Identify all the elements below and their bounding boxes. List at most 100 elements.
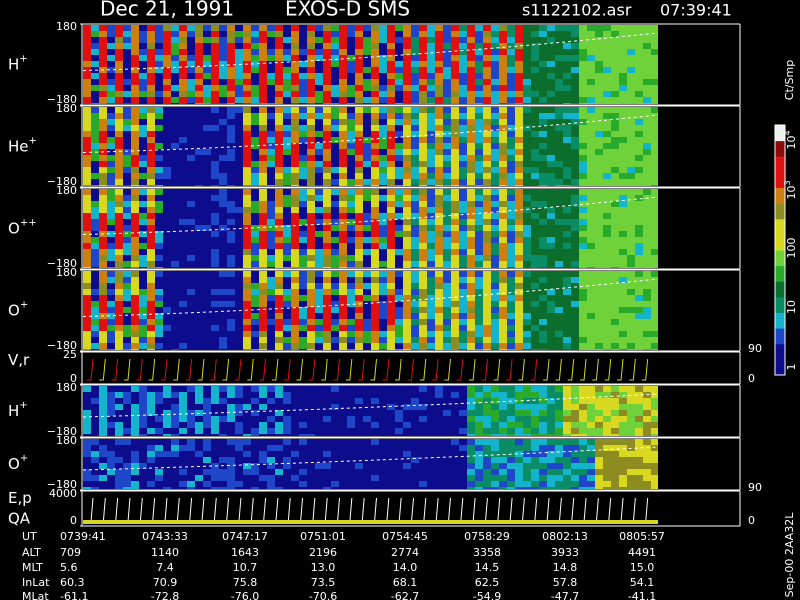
- spectrogram-cell: [259, 261, 267, 267]
- spectrogram-cell: [395, 131, 403, 137]
- spectrogram-cell: [219, 195, 227, 201]
- spectrogram-cell: [555, 189, 563, 195]
- spectrogram-cell: [331, 119, 339, 125]
- spectrogram-cell: [291, 67, 299, 73]
- spectrogram-cell: [195, 167, 203, 173]
- spectrogram-cell: [635, 173, 643, 179]
- spectrogram-cell: [443, 386, 451, 392]
- spectrogram-cell: [299, 49, 307, 55]
- spectrogram-cell: [371, 37, 379, 43]
- spectrogram-cell: [475, 155, 483, 161]
- spectrogram-cell: [483, 61, 491, 67]
- spectrogram-cell: [363, 85, 371, 91]
- spectrogram-cell: [571, 67, 579, 73]
- spectrogram-cell: [467, 410, 475, 416]
- spectrogram-cell: [147, 195, 155, 201]
- spectrogram-cell: [211, 416, 219, 422]
- spectrogram-cell: [387, 416, 395, 422]
- spectrogram-cell: [491, 219, 499, 225]
- spectrogram-cell: [131, 487, 139, 489]
- spectrogram-cell: [427, 277, 435, 283]
- spectrogram-cell: [123, 137, 131, 143]
- spectrogram-cell: [579, 410, 587, 416]
- spectrogram-cell: [531, 404, 539, 410]
- spectrogram-cell: [307, 79, 315, 85]
- spectrogram-cell: [443, 179, 451, 185]
- spectrogram-cell: [379, 213, 387, 219]
- spectrogram-cell: [371, 331, 379, 337]
- spectrogram-cell: [571, 189, 579, 195]
- spectrogram-cell: [219, 271, 227, 277]
- spectrogram-cell: [635, 343, 643, 349]
- spectrogram-cell: [187, 261, 195, 267]
- spectrogram-cell: [107, 267, 115, 268]
- spectrogram-cell: [531, 255, 539, 261]
- spectrogram-cell: [251, 201, 259, 207]
- spectrogram-cell: [251, 107, 259, 113]
- spectrogram-cell: [235, 55, 243, 61]
- spectrogram-cell: [307, 113, 315, 119]
- spectrogram-cell: [323, 295, 331, 301]
- spectrogram-cell: [483, 434, 491, 436]
- spectrogram-cell: [315, 243, 323, 249]
- spectrogram-cell: [507, 231, 515, 237]
- spectrogram-cell: [443, 73, 451, 79]
- spectrogram-cell: [131, 457, 139, 463]
- spectrogram-cell: [587, 349, 595, 350]
- spectrogram-cell: [91, 97, 99, 103]
- spectrogram-cell: [427, 67, 435, 73]
- spectrogram-cell: [355, 267, 363, 268]
- spectrogram-cell: [451, 410, 459, 416]
- spectrogram-cell: [267, 113, 275, 119]
- spectrogram-cell: [427, 416, 435, 422]
- spectrogram-cell: [427, 398, 435, 404]
- spectrogram-cell: [123, 451, 131, 457]
- spectrogram-cell: [91, 428, 99, 434]
- spectrogram-cell: [451, 143, 459, 149]
- spectrogram-cell: [107, 463, 115, 469]
- spectrogram-cell: [363, 219, 371, 225]
- spectrogram-cell: [171, 213, 179, 219]
- spectrogram-cell: [515, 392, 523, 398]
- spectrogram-cell: [451, 161, 459, 167]
- spectrogram-cell: [539, 267, 547, 268]
- spectrogram-cell: [163, 113, 171, 119]
- spectrogram-cell: [179, 451, 187, 457]
- spectrogram-cell: [179, 343, 187, 349]
- spectrogram-cell: [107, 149, 115, 155]
- spectrogram-cell: [387, 125, 395, 131]
- spectrogram-cell: [443, 225, 451, 231]
- spectrogram-cell: [355, 43, 363, 49]
- spectrogram-cell: [147, 231, 155, 237]
- spectrogram-cell: [475, 201, 483, 207]
- spectrogram-cell: [443, 195, 451, 201]
- spectrogram-cell: [227, 313, 235, 319]
- spectrogram-cell: [323, 73, 331, 79]
- spectrogram-cell: [403, 43, 411, 49]
- spectrogram-cell: [299, 349, 307, 350]
- spectrogram-cell: [531, 185, 539, 186]
- spectrogram-cell: [235, 179, 243, 185]
- spectrogram-cell: [563, 107, 571, 113]
- spectrogram-cell: [243, 349, 251, 350]
- spectrogram-cell: [307, 392, 315, 398]
- spectrogram-cell: [635, 271, 643, 277]
- spectrogram-cell: [515, 43, 523, 49]
- spectrogram-cell: [235, 404, 243, 410]
- spectrogram-cell: [443, 398, 451, 404]
- spectrogram-cell: [363, 392, 371, 398]
- spectrogram-cell: [315, 31, 323, 37]
- spectrogram-cell: [83, 439, 91, 445]
- spectrogram-cell: [275, 337, 283, 343]
- spectrogram-cell: [307, 179, 315, 185]
- spectrogram-cell: [635, 85, 643, 91]
- spectrogram-cell: [203, 179, 211, 185]
- spectrogram-cell: [547, 201, 555, 207]
- spectrogram-cell: [355, 325, 363, 331]
- spectrogram-cell: [371, 313, 379, 319]
- spectrogram-cell: [339, 137, 347, 143]
- spectrogram-cell: [283, 107, 291, 113]
- spectrogram-cell: [627, 55, 635, 61]
- spectrogram-cell: [283, 119, 291, 125]
- spectrogram-cell: [507, 237, 515, 243]
